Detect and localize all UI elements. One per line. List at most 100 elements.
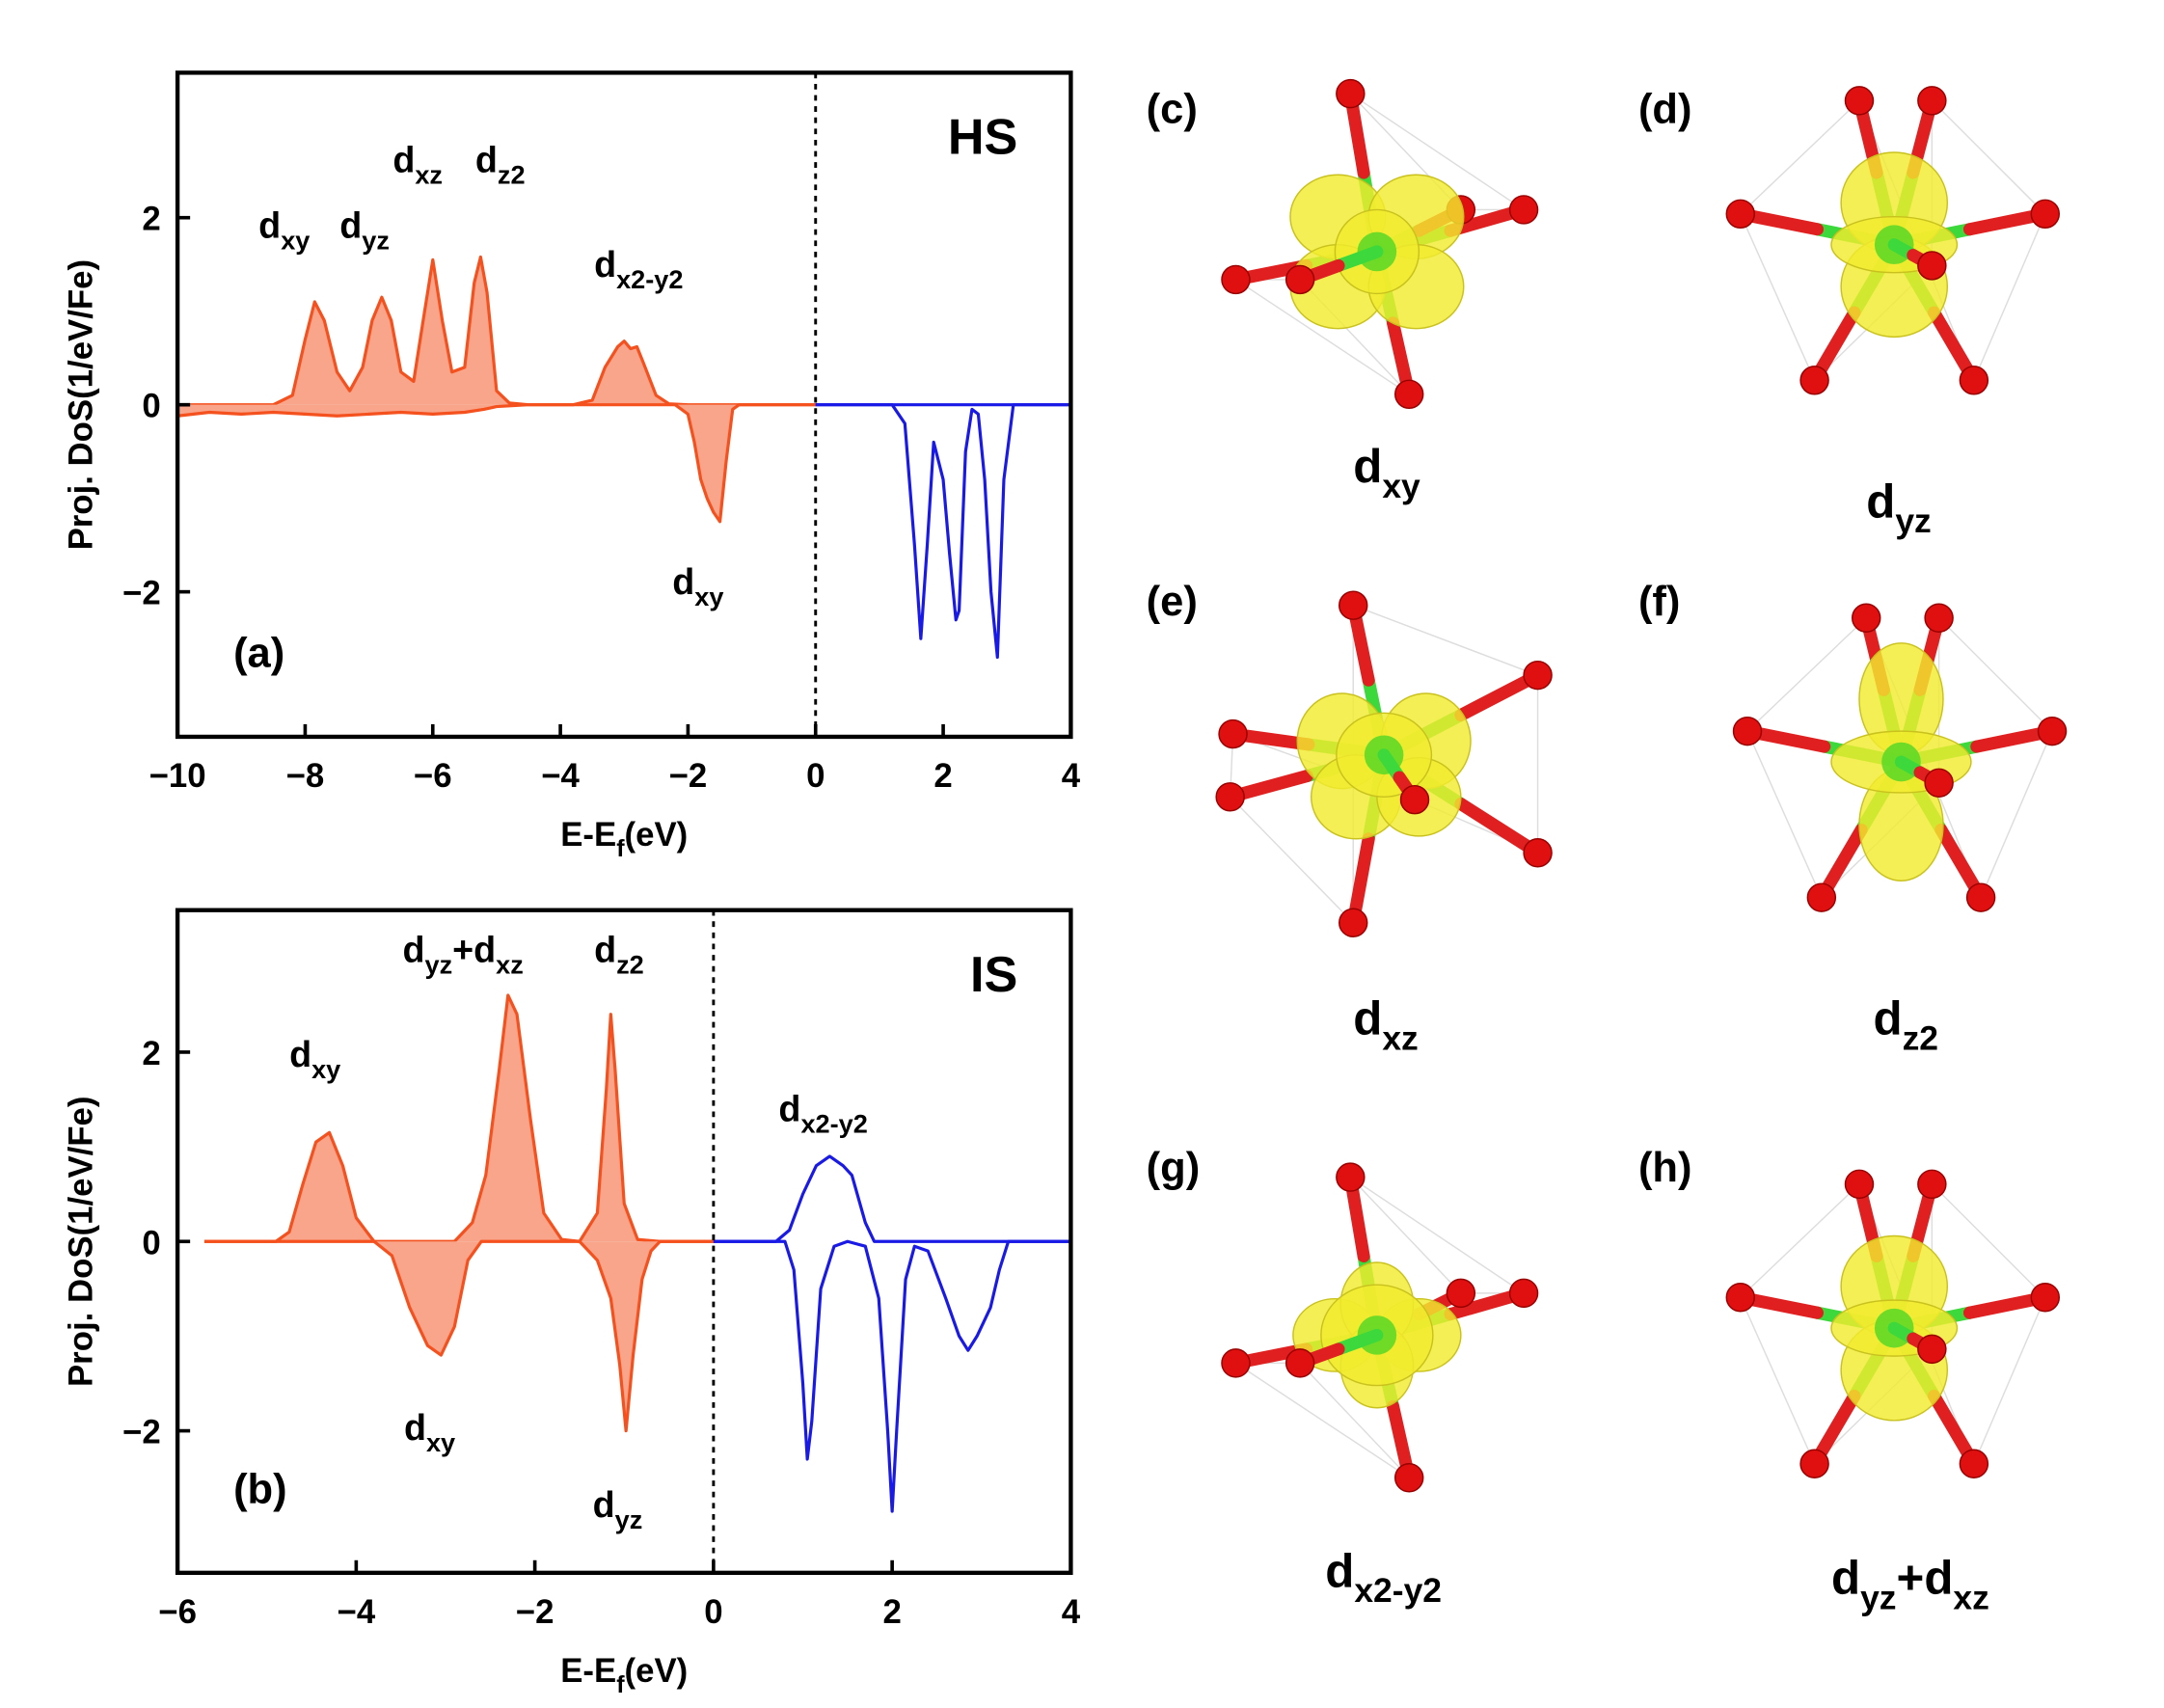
text-part: d — [1866, 474, 1895, 528]
oxygen-atom — [1221, 1348, 1251, 1378]
panel-label: (d) — [1638, 87, 1692, 133]
subscript: xy — [311, 1054, 340, 1084]
state-label: IS — [970, 947, 1017, 1003]
text-part: E-E — [560, 817, 616, 854]
oxygen-atom — [1725, 199, 1755, 230]
oxygen-atom — [2030, 1283, 2061, 1313]
oxygen-atom — [1799, 366, 1829, 395]
line — [815, 403, 1071, 660]
x-tick-label: 2 — [933, 758, 952, 795]
subscript: xy — [1382, 467, 1420, 505]
area — [177, 404, 816, 522]
oxygen-atom — [1844, 86, 1875, 116]
annotation: dz2 — [594, 929, 644, 979]
oxygen-atom — [2030, 199, 2061, 230]
text-part: d — [402, 929, 424, 969]
oxygen-atom — [1218, 718, 1248, 749]
annotation: dxy — [404, 1407, 455, 1457]
panel-label: (c) — [1147, 87, 1198, 133]
annotation: dxy — [289, 1034, 340, 1084]
x-tick-label: 4 — [1062, 1594, 1081, 1631]
orbital-caption: dz2 — [1873, 992, 1938, 1058]
text-part: E-E — [560, 1653, 616, 1690]
oxygen-atom — [1393, 1463, 1424, 1493]
polyhedron-edge — [1931, 99, 2046, 215]
oxygen-atom — [1917, 1169, 1947, 1200]
annotation: dxy — [672, 561, 723, 611]
subscript: x2-y2 — [616, 264, 683, 294]
polyhedron-edge — [1980, 730, 2053, 898]
text-part: d — [289, 1034, 311, 1074]
annotation: dx2-y2 — [594, 244, 683, 294]
text-part: d — [1353, 992, 1382, 1045]
polyhedron-edge — [1349, 1176, 1525, 1294]
y-tick-label: −2 — [122, 1415, 161, 1451]
oxygen-atom — [1959, 366, 1989, 395]
subscript: z2 — [616, 949, 644, 979]
y-axis-label: Proj. DoS(1/eV/Fe) — [64, 259, 100, 551]
orbital-image — [1221, 1162, 1539, 1493]
oxygen-atom — [1508, 195, 1539, 225]
oxygen-atom — [1732, 716, 1763, 746]
line — [203, 993, 714, 1243]
text-part: +d — [1897, 1552, 1954, 1605]
orbital-image — [1215, 590, 1553, 937]
oxygen-atom — [1806, 882, 1837, 912]
subscript: xy — [426, 1427, 455, 1457]
orbital-caption: dxy — [1353, 440, 1420, 505]
y-tick-label: 2 — [142, 1036, 160, 1072]
panel-label: (h) — [1638, 1145, 1692, 1191]
polyhedron-edge — [1746, 730, 1823, 898]
annotation: dyz — [339, 204, 390, 255]
subscript: x2-y2 — [800, 1109, 867, 1139]
oxygen-atom — [1336, 1162, 1366, 1192]
panel-label: (a) — [233, 630, 284, 676]
subscript: xz — [415, 159, 443, 189]
oxygen-atom — [1336, 78, 1366, 109]
oxygen-atom — [1725, 1283, 1755, 1313]
polyhedron-edge — [1746, 617, 1867, 732]
text-part: d — [258, 204, 281, 245]
bond — [1454, 798, 1545, 859]
text-part: d — [404, 1407, 426, 1448]
area — [203, 994, 714, 1242]
text-part: (eV) — [625, 1653, 689, 1690]
subscript: f — [616, 835, 625, 862]
x-tick-label: −6 — [158, 1594, 197, 1631]
polyhedron-edge — [1352, 605, 1538, 676]
x-tick-label: −2 — [669, 758, 708, 795]
oxygen-atom — [1959, 1449, 1989, 1478]
oxygen-atom — [1917, 1334, 1947, 1365]
annotation: dx2-y2 — [778, 1089, 867, 1139]
oxygen-atom — [1399, 784, 1430, 815]
text-part: d — [1353, 440, 1382, 493]
oxygen-atom — [1215, 782, 1245, 812]
subscript: f — [616, 1671, 625, 1698]
polyhedron-edge — [1230, 796, 1354, 924]
subscript: yz — [1895, 502, 1931, 540]
polyhedron-edge — [1740, 1183, 1860, 1298]
oxygen-atom — [1852, 603, 1881, 633]
text-part: +d — [452, 929, 496, 969]
oxygen-atom — [1523, 838, 1553, 868]
oxygen-atom — [1924, 603, 1954, 633]
oxygen-atom — [1965, 882, 1996, 912]
subscript: yz — [615, 1505, 643, 1534]
x-tick-label: −4 — [541, 758, 580, 795]
panel-label: (b) — [233, 1466, 287, 1512]
text-part: d — [1873, 992, 1902, 1045]
text-part: d — [1325, 1544, 1354, 1597]
annotation: dyz — [593, 1484, 643, 1534]
text-part: d — [778, 1089, 800, 1129]
x-tick-label: 2 — [882, 1594, 901, 1631]
subscript: xy — [694, 582, 723, 611]
text-part: d — [1831, 1552, 1860, 1605]
subscript: xz — [1953, 1578, 1988, 1616]
oxygen-atom — [1339, 590, 1368, 620]
x-tick-label: 0 — [704, 1594, 722, 1631]
x-tick-label: −4 — [338, 1594, 376, 1631]
polyhedron-edge — [1740, 213, 1816, 381]
text-part: d — [392, 139, 415, 179]
x-tick-label: 0 — [806, 758, 825, 795]
polyhedron-edge — [1931, 1183, 2046, 1298]
